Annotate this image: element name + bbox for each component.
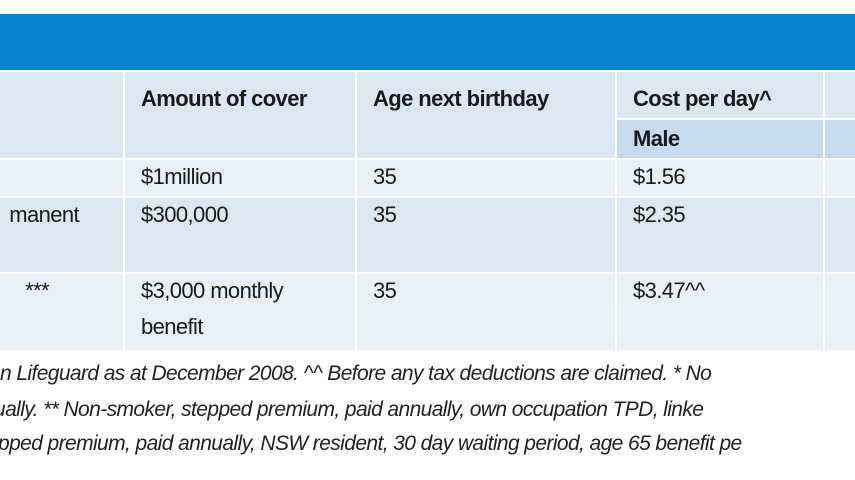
header-male: Male bbox=[617, 120, 823, 158]
footnote-line-1: n Lifeguard as at December 2008. ^^ Befo… bbox=[0, 362, 712, 385]
footnote-line-3: pped premium, paid annually, NSW residen… bbox=[0, 432, 742, 455]
table-header: Amount of cover Age next birthday Cost p… bbox=[0, 72, 855, 158]
row-label bbox=[0, 160, 123, 196]
row-cost-male: $2.35 bbox=[617, 198, 823, 272]
row-cell-cutoff bbox=[825, 198, 855, 272]
header-cell-blank bbox=[0, 72, 123, 158]
table-row: manent $300,000 35 $2.35 bbox=[0, 198, 855, 272]
header-age-next-birthday: Age next birthday bbox=[357, 72, 615, 158]
row-age: 35 bbox=[357, 198, 615, 272]
row-age: 35 bbox=[357, 274, 615, 350]
row-label: manent bbox=[0, 198, 123, 272]
row-cost-male: $1.56 bbox=[617, 160, 823, 196]
table-row: *** $3,000 monthly benefit 35 $3.47^^ bbox=[0, 274, 855, 350]
row-label: *** bbox=[0, 274, 123, 350]
row-cost-male: $3.47^^ bbox=[617, 274, 823, 350]
row-amount: $300,000 bbox=[125, 198, 355, 272]
header-cell-cutoff-sub bbox=[825, 120, 855, 158]
row-amount-line2: benefit bbox=[141, 314, 203, 339]
row-cell-cutoff bbox=[825, 274, 855, 350]
table-title-bar bbox=[0, 14, 855, 70]
table-row: $1million 35 $1.56 bbox=[0, 160, 855, 196]
header-cell-cutoff bbox=[825, 72, 855, 118]
row-amount-line1: $3,000 monthly bbox=[141, 278, 284, 303]
footnote-line-2: ually. ** Non-smoker, stepped premium, p… bbox=[0, 398, 704, 421]
header-amount-of-cover: Amount of cover bbox=[125, 72, 355, 158]
row-amount: $3,000 monthly benefit bbox=[125, 274, 355, 350]
row-age: 35 bbox=[357, 160, 615, 196]
row-cell-cutoff bbox=[825, 160, 855, 196]
row-amount: $1million bbox=[125, 160, 355, 196]
header-cost-per-day: Cost per day^ bbox=[617, 72, 823, 118]
